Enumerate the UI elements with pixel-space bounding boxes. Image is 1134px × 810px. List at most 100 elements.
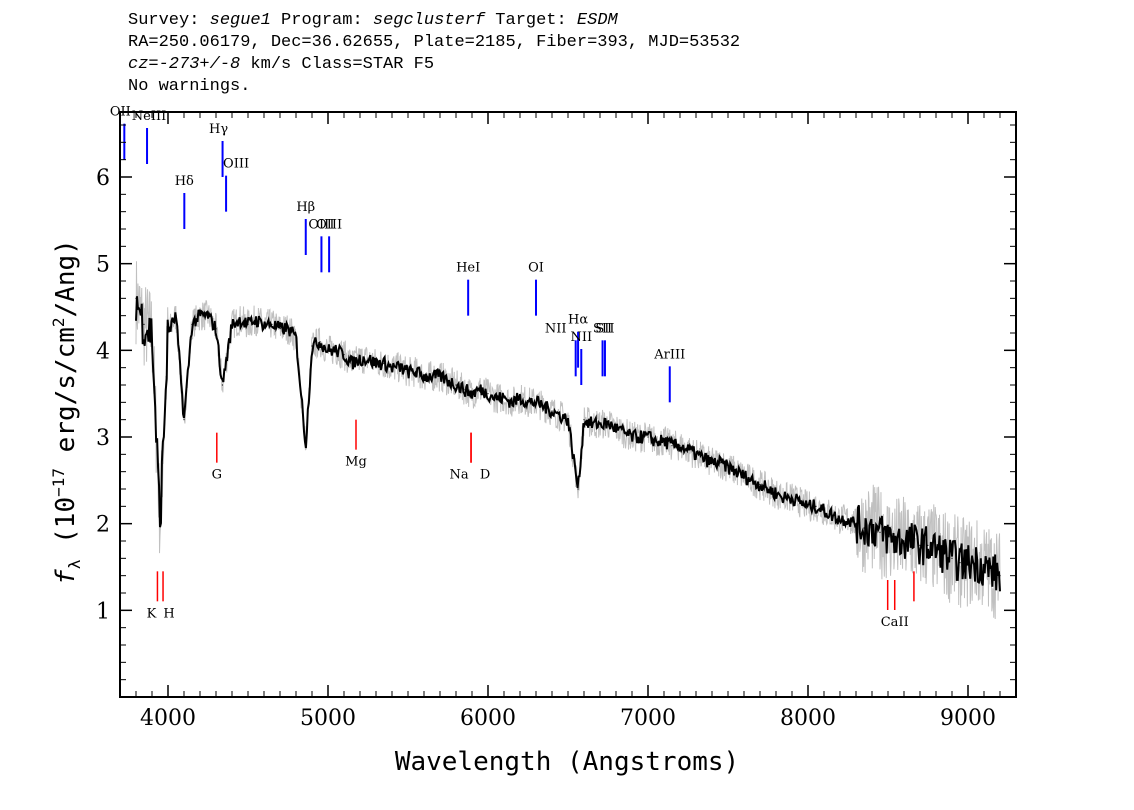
flux-point	[287, 328, 289, 330]
emission-line-label: OIII	[308, 217, 334, 232]
target-value: ESDM	[576, 11, 618, 30]
y-tick-label: 4	[96, 339, 110, 364]
flux-point	[967, 562, 969, 564]
flux-point	[423, 375, 425, 377]
header-line-redshift: cz=-273+/-8 km/s Class=STAR F5	[128, 54, 740, 76]
emission-line-label: NII	[545, 321, 567, 336]
y-tick-label: 5	[96, 253, 110, 278]
emission-line-label: Hβ	[296, 200, 315, 215]
flux-point	[935, 549, 937, 551]
flux-point	[367, 358, 369, 360]
flux-point	[951, 557, 953, 559]
flux-point	[407, 371, 409, 373]
flux-point	[399, 367, 401, 369]
flux-point	[199, 315, 201, 317]
header-line-warnings: No warnings.	[128, 77, 251, 96]
emission-line-label: Hδ	[175, 174, 194, 189]
y-axis-exp2: 2	[49, 317, 68, 327]
y-tick-label: 1	[96, 599, 110, 624]
flux-point	[751, 479, 753, 481]
flux-point	[719, 462, 721, 464]
flux-series-group	[135, 296, 1001, 592]
flux-point	[567, 419, 569, 421]
flux-point	[167, 332, 169, 334]
flux-point	[927, 544, 929, 546]
flux-point	[583, 419, 585, 421]
flux-point	[855, 523, 857, 525]
flux-point	[487, 393, 489, 395]
flux-point	[375, 362, 377, 364]
flux-point	[903, 540, 905, 542]
flux-point	[383, 362, 385, 364]
flux-point	[783, 497, 785, 499]
flux-point	[231, 323, 233, 325]
flux-point	[327, 349, 329, 351]
flux-point	[463, 388, 465, 390]
flux-point	[631, 436, 633, 438]
survey-label: Survey:	[128, 11, 200, 30]
flux-point	[535, 401, 537, 403]
cz-value: cz=-273+/-8	[128, 55, 241, 74]
header-line-survey: Survey: segue1 Program: segclusterf Targ…	[128, 10, 740, 32]
error-series-line	[135, 261, 1001, 619]
flux-point	[959, 562, 961, 564]
flux-point	[215, 328, 217, 330]
flux-point	[221, 384, 223, 386]
flux-point	[159, 523, 161, 525]
flux-point	[335, 349, 337, 351]
flux-point	[791, 497, 793, 499]
flux-point	[823, 510, 825, 512]
absorption-line-label: Mg	[345, 455, 367, 470]
flux-point	[735, 471, 737, 473]
flux-point	[143, 323, 145, 325]
flux-point	[975, 562, 977, 564]
program-label: Program:	[281, 11, 363, 30]
flux-point	[439, 375, 441, 377]
emission-line-label: OI	[528, 261, 544, 276]
flux-point	[191, 323, 193, 325]
flux-point	[503, 397, 505, 399]
emission-line-label: ArIII	[653, 347, 685, 362]
x-tick-label: 6000	[460, 706, 516, 731]
flux-point	[647, 436, 649, 438]
flux-point	[831, 514, 833, 516]
x-tick-label: 9000	[940, 706, 996, 731]
y-axis-exp: −17	[49, 468, 68, 497]
flux-point	[687, 449, 689, 451]
flux-point	[577, 488, 579, 490]
flux-point	[671, 445, 673, 447]
flux-point	[863, 527, 865, 529]
flux-point	[305, 445, 307, 447]
absorption-line-label: K	[147, 606, 157, 621]
flux-point	[807, 505, 809, 507]
flux-series-line	[135, 296, 1001, 592]
flux-point	[207, 315, 209, 317]
flux-point	[247, 323, 249, 325]
flux-point	[175, 315, 177, 317]
flux-point	[983, 566, 985, 568]
flux-point	[607, 423, 609, 425]
emission-line-label: NII	[570, 330, 592, 345]
flux-point	[591, 423, 593, 425]
flux-point	[135, 297, 137, 299]
flux-point	[599, 423, 601, 425]
flux-point	[351, 362, 353, 364]
y-axis-part-c: /Ang)	[51, 239, 81, 317]
flux-point	[359, 358, 361, 360]
flux-point	[839, 518, 841, 520]
error-band-group	[135, 261, 1001, 619]
header-line-coordinates: RA=250.06179, Dec=36.62655, Plate=2185, …	[128, 33, 741, 52]
flux-point	[663, 440, 665, 442]
emission-line-label: Hγ	[209, 122, 228, 137]
flux-point	[319, 341, 321, 343]
x-tick-label: 8000	[780, 706, 836, 731]
flux-point	[559, 414, 561, 416]
flux-point	[543, 406, 545, 408]
axis-ticks-group: 4000 5000 6000 7000 8000 9000 1 2 3 4 5 6	[96, 112, 1017, 731]
flux-point	[655, 440, 657, 442]
flux-point	[815, 505, 817, 507]
y-tick-label: 6	[96, 166, 110, 191]
flux-point	[479, 388, 481, 390]
y-axis-part-a: (10	[51, 497, 81, 560]
